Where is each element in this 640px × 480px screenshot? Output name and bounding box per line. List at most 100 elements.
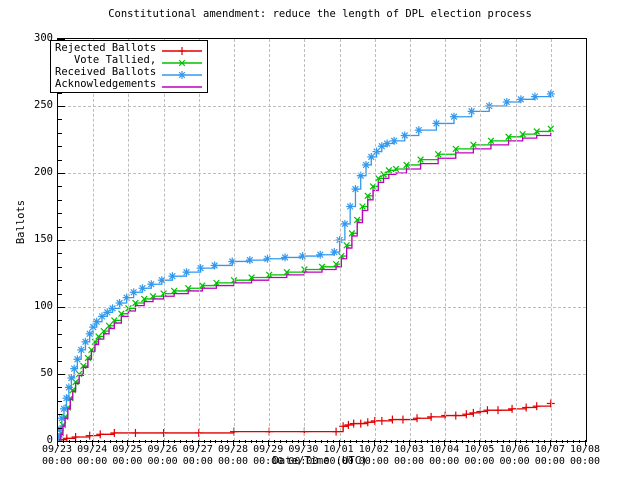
x-tick-label: 10/03 00:00 — [387, 444, 431, 467]
x-axis-tick-mark — [92, 440, 94, 446]
x-axis-tick-mark — [344, 440, 346, 443]
x-tick-time: 00:00 — [182, 455, 213, 467]
x-axis-tick-mark — [385, 440, 387, 443]
y-axis-tick-mark — [58, 414, 62, 416]
x-tick-label: 10/07 00:00 — [528, 444, 572, 467]
x-axis-tick-mark — [233, 440, 234, 446]
y-axis-tick-mark — [58, 226, 62, 228]
y-tick-label: 50 — [40, 367, 53, 379]
y-axis-tick-mark — [58, 360, 62, 362]
x-tick-label: 10/01 00:00 — [317, 444, 361, 467]
x-tick-time: 00:00 — [569, 455, 601, 467]
x-axis-tick-mark — [80, 440, 82, 443]
x-axis-tick-mark — [485, 440, 487, 443]
x-tick-date: 10/07 — [534, 444, 565, 455]
x-axis-tick-mark — [561, 440, 563, 443]
x-axis-tick-mark — [526, 440, 528, 443]
y-axis-tick-mark — [58, 92, 62, 94]
x-tick-time: 00:00 — [217, 455, 249, 467]
legend-item-1[interactable]: Vote Tallied, — [55, 54, 203, 67]
y-axis-tick-mark — [58, 441, 65, 442]
x-tick-date: 09/28 — [217, 444, 249, 455]
x-tick-time: 00:00 — [112, 455, 143, 467]
x-axis-tick-mark — [197, 440, 199, 446]
x-tick-time: 00:00 — [288, 455, 319, 467]
x-tick-time: 00:00 — [429, 455, 460, 467]
y-axis-tick-mark — [58, 293, 62, 295]
x-axis-tick-mark — [174, 440, 176, 443]
y-axis-tick-mark — [58, 199, 62, 201]
legend-label: Vote Tallied, — [73, 54, 157, 66]
x-axis-tick-mark — [573, 440, 575, 443]
series-0 — [58, 399, 555, 441]
y-axis-tick-mark — [58, 186, 62, 188]
x-axis-tick-mark — [585, 440, 586, 446]
x-axis-tick-mark — [508, 440, 510, 443]
x-axis-tick-mark — [115, 440, 117, 443]
x-tick-label: 09/30 00:00 — [281, 444, 325, 467]
x-axis-tick-mark — [538, 440, 540, 443]
x-tick-date: 10/01 — [323, 444, 354, 455]
x-axis-minor-ticks — [57, 440, 586, 446]
y-axis-tick-mark — [58, 374, 65, 375]
y-axis-tick-mark — [58, 333, 62, 335]
x-axis-tick-mark — [303, 440, 305, 446]
x-axis-tick-mark — [491, 440, 493, 443]
legend-item-2[interactable]: Received Ballots — [55, 66, 203, 79]
plot-area — [57, 38, 587, 442]
legend-item-0[interactable]: Rejected Ballots — [55, 42, 203, 55]
x-axis-tick-mark — [268, 440, 270, 446]
x-tick-label: 09/29 00:00 — [246, 444, 290, 467]
x-axis-tick-mark — [221, 440, 223, 443]
x-axis-tick-mark — [150, 440, 152, 443]
y-axis-tick-mark — [58, 387, 62, 389]
x-axis-tick-mark — [109, 440, 111, 443]
x-tick-date: 10/06 — [499, 444, 530, 455]
legend-swatch-none-icon — [161, 78, 203, 90]
y-axis-tick-mark — [58, 320, 62, 322]
x-axis-tick-mark — [520, 440, 522, 443]
y-axis-tick-mark — [58, 307, 65, 308]
x-axis-tick-mark — [397, 440, 399, 443]
x-tick-label: 09/26 00:00 — [141, 444, 185, 467]
x-tick-time: 00:00 — [253, 455, 284, 467]
legend-swatch-cross-icon — [161, 54, 203, 67]
legend-swatch-star-icon — [161, 66, 203, 79]
x-axis-tick-mark — [426, 440, 428, 443]
y-axis-tick-mark — [58, 266, 62, 268]
x-tick-date: 10/04 — [429, 444, 460, 455]
x-axis-tick-mark — [279, 440, 281, 443]
x-tick-date: 09/24 — [77, 444, 108, 455]
y-tick-label: 300 — [34, 32, 53, 44]
x-axis-tick-mark — [514, 440, 516, 446]
x-axis-tick-mark — [579, 440, 581, 443]
series-1 — [58, 125, 555, 441]
x-tick-label: 10/06 00:00 — [493, 444, 537, 467]
x-tick-date: 10/02 — [358, 444, 389, 455]
legend-item-3[interactable]: Acknowledgements — [55, 78, 203, 90]
x-tick-date: 09/25 — [112, 444, 143, 455]
y-axis-tick-mark — [58, 427, 62, 429]
x-tick-label: 10/04 00:00 — [422, 444, 466, 467]
y-axis-tick-mark — [58, 173, 65, 174]
x-tick-label: 09/23 00:00 — [35, 444, 79, 467]
y-axis-tick-mark — [58, 146, 62, 148]
x-tick-time: 00:00 — [393, 455, 425, 467]
x-axis-tick-mark — [379, 440, 381, 443]
x-axis-tick-mark — [133, 440, 135, 443]
x-axis-tick-mark — [297, 440, 299, 443]
x-axis-tick-mark — [244, 440, 246, 443]
x-axis-tick-mark — [127, 440, 129, 446]
y-axis-tick-mark — [58, 400, 62, 402]
y-axis-tick-mark — [58, 159, 62, 161]
x-axis-tick-mark — [414, 440, 416, 443]
x-axis-tick-mark — [367, 440, 369, 443]
x-axis-tick-mark — [315, 440, 317, 443]
legend-label: Rejected Ballots — [55, 42, 157, 54]
x-tick-time: 00:00 — [534, 455, 565, 467]
x-axis-tick-mark — [68, 440, 70, 443]
x-axis-tick-mark — [103, 440, 105, 443]
x-axis-tick-mark — [274, 440, 276, 443]
series-2 — [58, 89, 555, 441]
x-tick-date: 10/05 — [464, 444, 495, 455]
